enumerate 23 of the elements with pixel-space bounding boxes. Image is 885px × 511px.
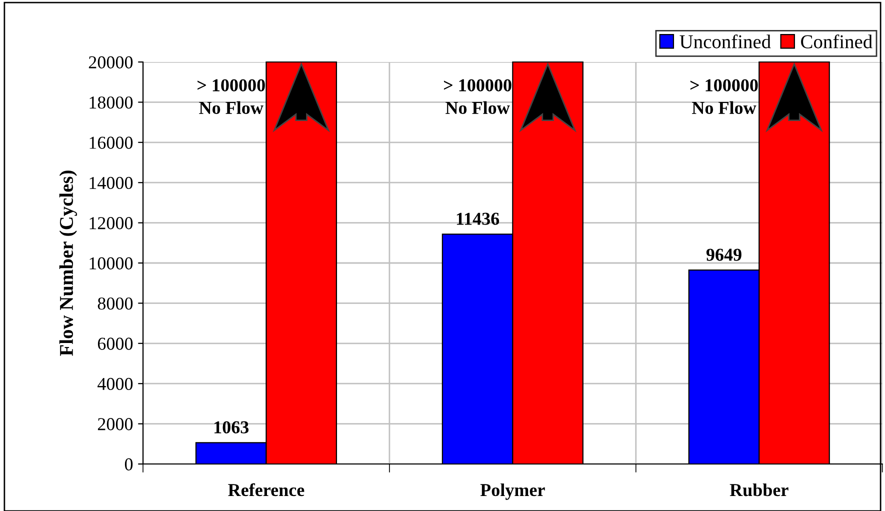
annotation: > 100000 No Flow	[198, 79, 265, 114]
annotation: > 100000 No Flow	[444, 79, 512, 114]
data-label: 11436	[456, 212, 500, 225]
y-tick-label: 2000	[98, 418, 133, 430]
y-tick-label: 20000	[88, 56, 133, 68]
y-tick-label: 6000	[98, 338, 133, 350]
x-tick-label: Polymer	[480, 483, 545, 500]
y-axis-title: Flow Number (Cycles)	[59, 170, 78, 356]
y-tick-label: 10000	[90, 257, 133, 270]
y-tick-label: 0	[124, 458, 133, 470]
legend-label: Unconfined	[680, 34, 771, 48]
y-tick-label: 8000	[98, 297, 133, 310]
x-tick-label: Reference	[228, 483, 304, 496]
y-tick-label: 16000	[90, 136, 133, 149]
y-tick-label: 12000	[90, 217, 133, 230]
data-label: 1063	[214, 421, 249, 434]
y-tick-label: 4000	[98, 378, 133, 390]
legend-label: Confined	[801, 34, 872, 48]
annotation: > 100000 No Flow	[690, 79, 758, 114]
x-tick-label: Rubber	[730, 483, 788, 496]
data-label: 9649	[706, 248, 742, 261]
y-tick-label: 18000	[90, 96, 133, 109]
y-tick-label: 14000	[90, 176, 133, 190]
